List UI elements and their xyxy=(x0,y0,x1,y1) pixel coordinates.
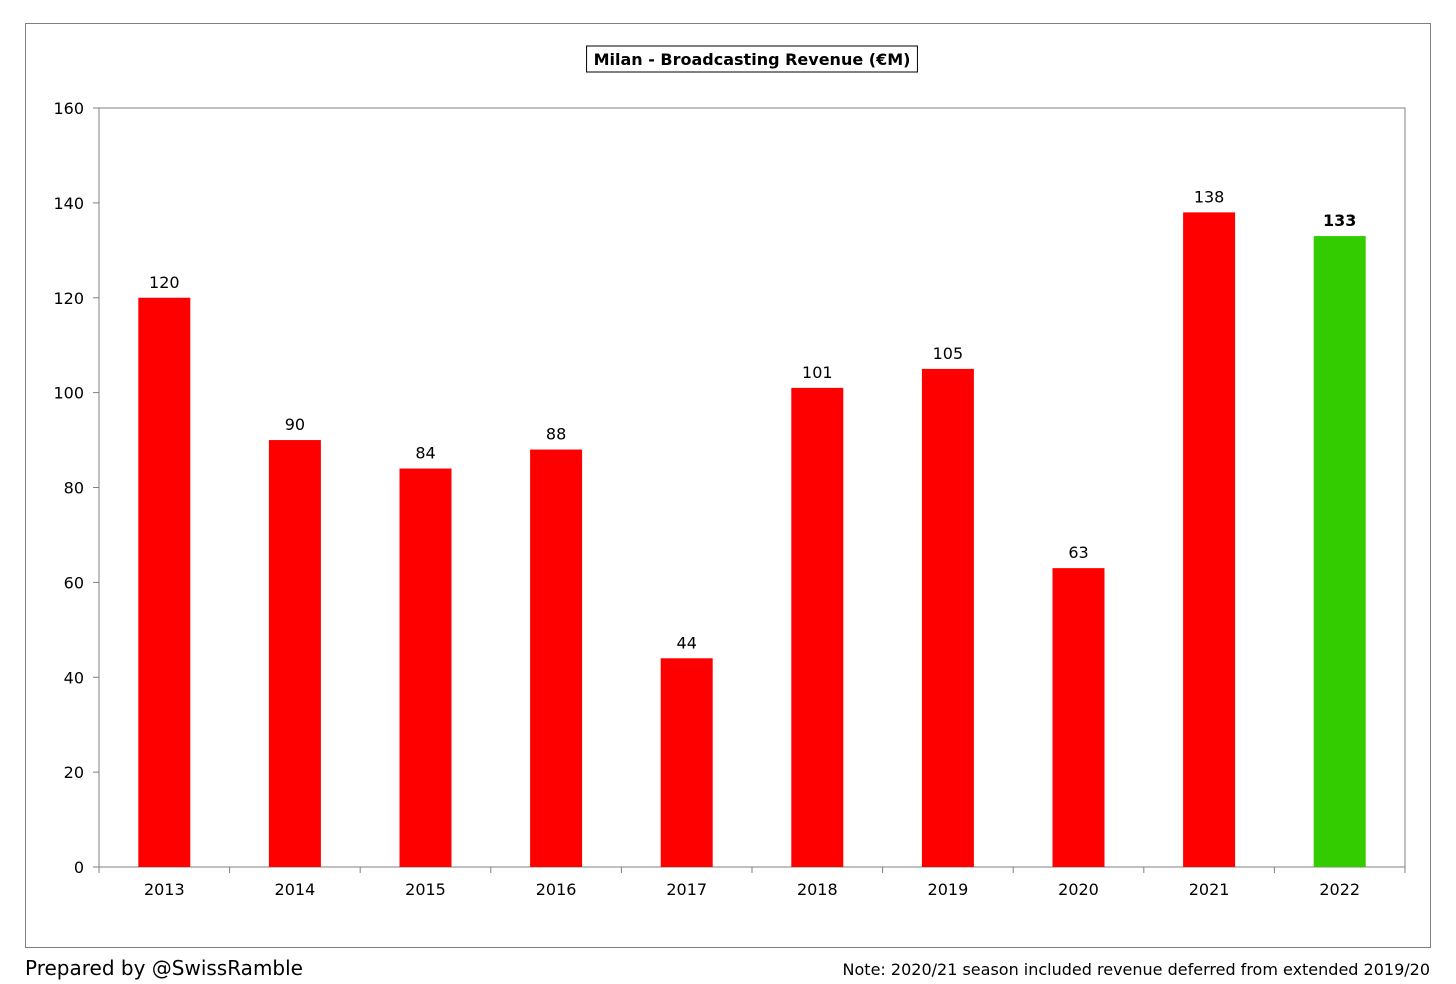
y-tick-label: 160 xyxy=(53,99,84,118)
chart-title: Milan - Broadcasting Revenue (€M) xyxy=(594,50,911,69)
data-label-2018: 101 xyxy=(802,363,833,382)
data-label-2022: 133 xyxy=(1323,211,1356,230)
y-tick-label: 100 xyxy=(53,384,84,403)
x-tick-label-2018: 2018 xyxy=(797,880,838,899)
y-tick-label: 120 xyxy=(53,289,84,308)
x-tick-label-2016: 2016 xyxy=(536,880,577,899)
bar-2021 xyxy=(1183,212,1236,868)
data-label-2014: 90 xyxy=(285,415,305,434)
bar-2018 xyxy=(791,387,844,867)
data-label-2013: 120 xyxy=(149,273,180,292)
bar-2022 xyxy=(1313,236,1366,868)
bar-2016 xyxy=(530,449,583,867)
y-tick-label: 140 xyxy=(53,194,84,213)
x-tick-label-2013: 2013 xyxy=(144,880,185,899)
y-tick-label: 20 xyxy=(64,763,84,782)
bar-2019 xyxy=(921,368,974,867)
data-label-2019: 105 xyxy=(933,344,964,363)
data-label-2017: 44 xyxy=(677,633,697,652)
y-tick-label: 80 xyxy=(64,479,84,498)
x-tick-label-2015: 2015 xyxy=(405,880,446,899)
data-labels: 120 90 84 88 44 101 105 63 138 133 xyxy=(149,187,1356,652)
x-axis-ticks: 2013 2014 2015 2016 2017 2018 2019 2020 2021 2022 xyxy=(98,867,1406,899)
x-tick-label-2021: 2021 xyxy=(1189,880,1230,899)
footer-credit: Prepared by @SwissRamble xyxy=(25,956,303,980)
chart-frame xyxy=(25,23,1431,948)
chart-title-box: Milan - Broadcasting Revenue (€M) xyxy=(586,45,918,73)
x-tick-label-2017: 2017 xyxy=(666,880,707,899)
footer-note: Note: 2020/21 season included revenue de… xyxy=(842,960,1430,979)
bar-2020 xyxy=(1052,568,1105,867)
data-label-2021: 138 xyxy=(1194,187,1225,206)
y-tick-label: 60 xyxy=(64,573,84,592)
bar-2015 xyxy=(399,468,452,867)
x-tick-label-2014: 2014 xyxy=(275,880,316,899)
y-axis-ticks: 0 20 40 60 80 100 120 140 160 xyxy=(53,99,99,877)
y-tick-label: 40 xyxy=(64,668,84,687)
data-label-2016: 88 xyxy=(546,425,566,444)
data-label-2015: 84 xyxy=(415,444,435,463)
x-tick-label-2020: 2020 xyxy=(1058,880,1099,899)
x-tick-label-2019: 2019 xyxy=(928,880,969,899)
data-label-2020: 63 xyxy=(1068,543,1088,562)
x-tick-label-2022: 2022 xyxy=(1319,880,1360,899)
y-tick-label: 0 xyxy=(74,858,84,877)
bar-2017 xyxy=(660,658,713,867)
bar-2013 xyxy=(138,297,191,867)
bar-2014 xyxy=(268,440,321,867)
bars xyxy=(138,212,1366,868)
